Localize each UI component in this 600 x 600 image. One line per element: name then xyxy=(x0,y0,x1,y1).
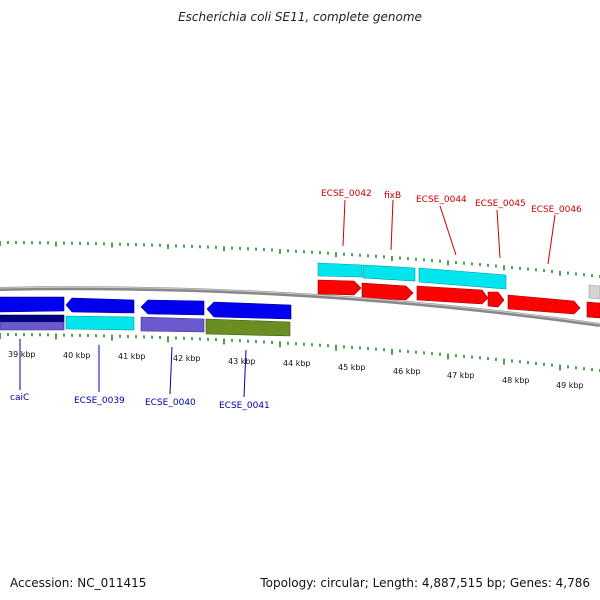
feature-navy[interactable] xyxy=(0,314,65,323)
scale-label: 39 kbp xyxy=(8,350,36,359)
gene-label-ecse-0040[interactable]: ECSE_0040 xyxy=(145,398,196,408)
gene-label-ecse-0046[interactable]: ECSE_0046 xyxy=(531,205,582,215)
map-title: Escherichia coli SE11, complete genome xyxy=(178,10,422,24)
scale-labels: 39 kbp 40 kbp 41 kbp 42 kbp 43 kbp 44 kb… xyxy=(8,350,584,390)
gene-arrow-ecse-0040[interactable] xyxy=(140,299,205,316)
leader-line xyxy=(547,214,556,265)
feature-cyan-d[interactable] xyxy=(65,315,135,331)
leader-line xyxy=(439,205,457,256)
gene-arrow-partial-red[interactable] xyxy=(586,301,600,319)
genome-summary-text: Topology: circular; Length: 4,887,515 bp… xyxy=(260,576,590,590)
forward-strand-track xyxy=(317,262,600,319)
accession-text: Accession: NC_011415 xyxy=(10,576,147,590)
scale-label: 47 kbp xyxy=(447,371,475,380)
leader-line xyxy=(390,199,394,251)
gene-arrow-ecse-0041[interactable] xyxy=(206,301,292,320)
scale-label: 48 kbp xyxy=(502,376,530,385)
scale-label: 42 kbp xyxy=(173,354,201,363)
scale-label: 46 kbp xyxy=(393,367,421,376)
gene-arrow-ecse-0042[interactable] xyxy=(317,279,362,296)
gene-label-ecse-0041[interactable]: ECSE_0041 xyxy=(219,401,270,411)
leader-line xyxy=(342,199,346,247)
inner-tick-ring xyxy=(0,333,600,372)
feature-purple-b[interactable] xyxy=(140,316,205,333)
forward-gene-labels: ECSE_0042 fixB ECSE_0044 ECSE_0045 ECSE_… xyxy=(321,189,582,265)
leader-line xyxy=(169,346,173,395)
gene-label-fixb[interactable]: fixB xyxy=(384,191,401,201)
leader-line xyxy=(496,209,501,259)
scale-label: 41 kbp xyxy=(118,352,146,361)
gene-arrow-ecse-0044[interactable] xyxy=(416,285,489,305)
gene-arrow-ecse-0045[interactable] xyxy=(487,291,505,308)
gene-label-caic[interactable]: caiC xyxy=(10,393,29,403)
feature-olive[interactable] xyxy=(205,318,291,337)
gene-label-ecse-0045[interactable]: ECSE_0045 xyxy=(475,199,526,209)
genome-backbone-highlight xyxy=(0,286,600,325)
leader-line xyxy=(243,349,247,398)
scale-label: 49 kbp xyxy=(556,381,584,390)
scale-label: 43 kbp xyxy=(228,357,256,366)
scale-label: 40 kbp xyxy=(63,351,91,360)
reverse-gene-labels: caiC ECSE_0039 ECSE_0040 ECSE_0041 xyxy=(10,339,270,411)
gene-arrow-caic[interactable] xyxy=(0,296,65,313)
scale-label: 44 kbp xyxy=(283,359,311,368)
feature-purple-a[interactable] xyxy=(0,321,65,331)
feature-cyan-c[interactable] xyxy=(418,267,507,290)
scale-label: 45 kbp xyxy=(338,363,366,372)
gene-label-ecse-0042[interactable]: ECSE_0042 xyxy=(321,189,372,199)
feature-cyan-a[interactable] xyxy=(317,262,363,278)
gene-arrow-ecse-0046[interactable] xyxy=(507,294,581,315)
gene-label-ecse-0044[interactable]: ECSE_0044 xyxy=(416,195,467,205)
gene-arrow-ecse-0039[interactable] xyxy=(65,297,135,314)
genome-backbone xyxy=(0,286,600,327)
feature-gray-partial[interactable] xyxy=(588,284,600,300)
gene-label-ecse-0039[interactable]: ECSE_0039 xyxy=(74,396,125,406)
feature-cyan-b[interactable] xyxy=(362,264,416,282)
reverse-strand-track xyxy=(0,296,292,337)
outer-tick-ring xyxy=(0,241,600,278)
gene-arrow-fixb[interactable] xyxy=(361,282,414,301)
